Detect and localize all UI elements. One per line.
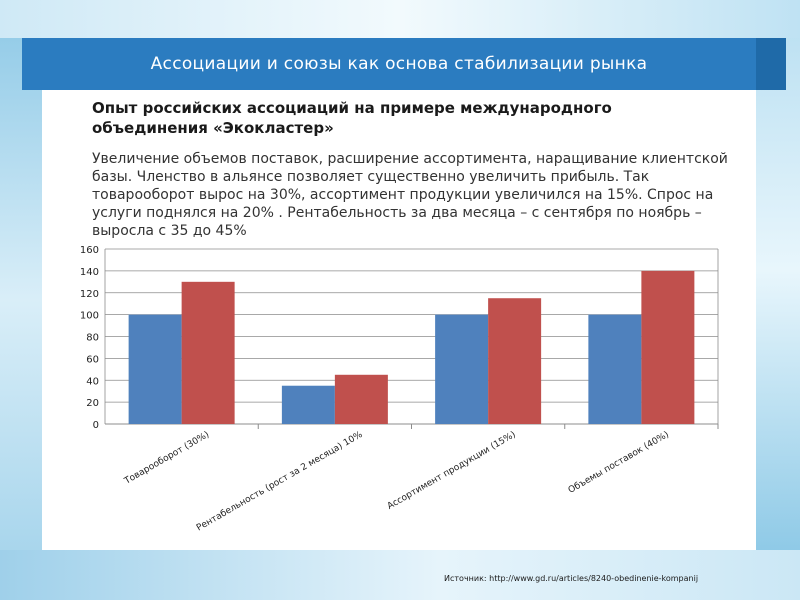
y-tick-label: 100 — [80, 311, 99, 322]
bar-series-1-4 — [588, 314, 642, 424]
slide-subtitle: Опыт российских ассоциаций на примере ме… — [92, 99, 612, 137]
x-category-label: Товарооборот (30%) — [122, 430, 211, 487]
bar-series-2-2 — [334, 374, 388, 424]
background-stripe-right — [756, 0, 800, 600]
source-citation: Источник: http://www.gd.ru/articles/8240… — [444, 574, 699, 583]
x-category-label: Рентабельность (рост за 2 месяца) 10% — [195, 430, 365, 534]
slide-title: Ассоциации и союзы как основа стабилизац… — [42, 38, 756, 90]
background-stripe-top — [0, 0, 800, 38]
background-stripe-bottom — [0, 550, 800, 600]
y-tick-label: 140 — [80, 267, 99, 278]
bar-series-1-1 — [128, 314, 182, 424]
slide-panel — [42, 38, 756, 550]
y-tick-label: 160 — [80, 245, 99, 256]
y-tick-label: 20 — [86, 398, 99, 409]
bar-series-1-2 — [281, 385, 335, 424]
bar-series-2-1 — [181, 281, 235, 424]
y-tick-label: 60 — [86, 354, 99, 365]
slide-body-text: Увеличение объемов поставок, расширение … — [92, 151, 728, 239]
background-stripe-left — [0, 0, 42, 600]
title-accent-right — [756, 38, 786, 90]
x-category-label: Ассортимент продукции (15%) — [386, 430, 518, 512]
bar-series-2-4 — [641, 270, 695, 424]
y-tick-label: 120 — [80, 289, 99, 300]
title-accent-left — [22, 38, 42, 90]
bar-series-2-3 — [488, 298, 542, 424]
bar-series-1-3 — [435, 314, 489, 424]
y-tick-label: 0 — [93, 420, 99, 431]
y-tick-label: 80 — [86, 333, 99, 344]
y-tick-label: 40 — [86, 376, 99, 387]
x-category-label: Объемы поставок (40%) — [567, 430, 671, 496]
